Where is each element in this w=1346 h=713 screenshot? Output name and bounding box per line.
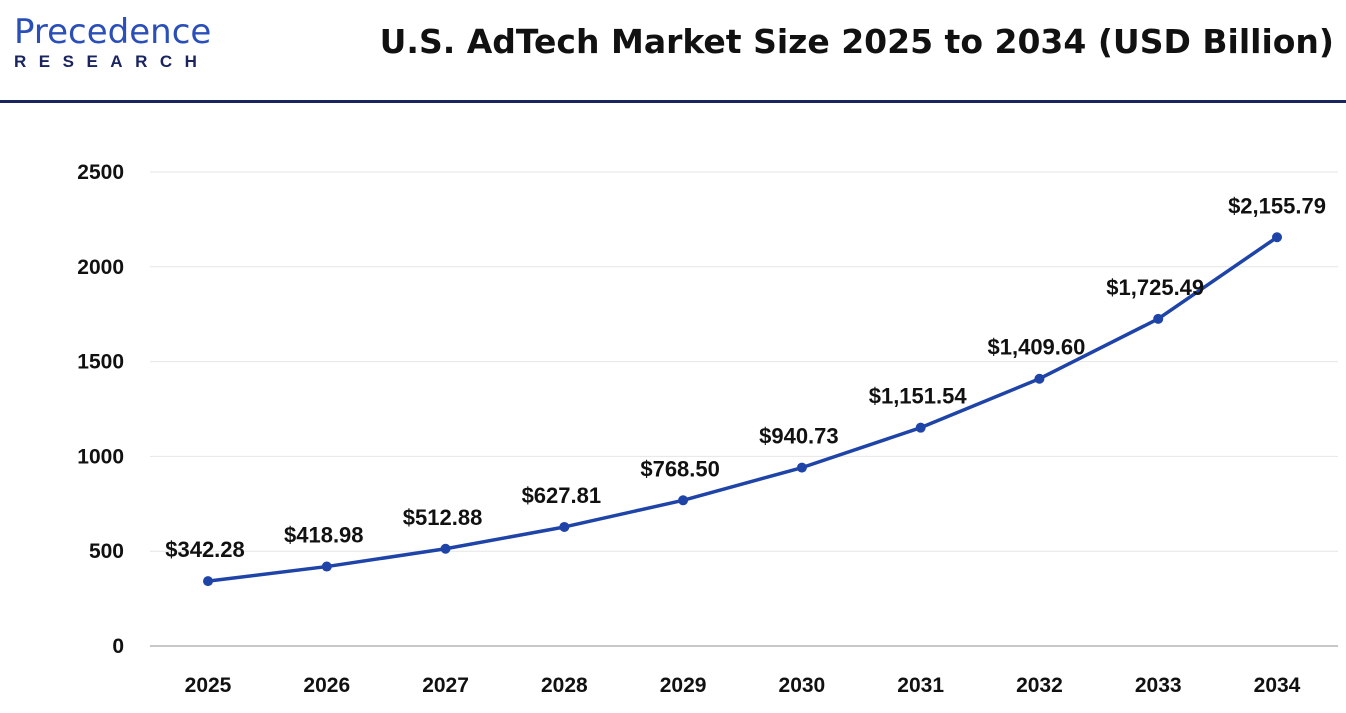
logo-sub: RESEARCH <box>14 52 210 71</box>
y-tick-label: 2500 <box>77 161 124 184</box>
x-tick-label: 2033 <box>1135 674 1182 697</box>
data-point <box>440 543 451 554</box>
logo-main: Precedence <box>14 12 212 52</box>
data-label: $1,409.60 <box>988 335 1086 360</box>
data-label: $1,151.54 <box>869 384 968 409</box>
data-label: $2,155.79 <box>1228 193 1326 218</box>
data-point <box>796 462 807 473</box>
y-tick-label: 500 <box>89 540 124 563</box>
x-tick-label: 2030 <box>779 674 826 697</box>
series-line <box>207 235 1278 583</box>
data-point <box>1034 373 1045 384</box>
chart-title: U.S. AdTech Market Size 2025 to 2034 (US… <box>379 22 1334 61</box>
data-label: $940.73 <box>759 424 839 449</box>
data-label: $627.81 <box>522 483 602 508</box>
x-tick-label: 2029 <box>660 674 707 697</box>
logo: Precedence RESEARCH <box>14 14 211 72</box>
x-tick-label: 2031 <box>897 674 944 697</box>
x-tick-label: 2025 <box>185 674 232 697</box>
data-point <box>1272 232 1282 243</box>
data-point <box>1153 313 1164 324</box>
data-label: $512.88 <box>403 505 483 530</box>
y-tick-label: 1000 <box>77 445 124 468</box>
x-tick-label: 2034 <box>1254 674 1301 697</box>
data-point <box>678 495 689 506</box>
y-tick-label: 2000 <box>77 256 124 279</box>
data-label: $1,725.49 <box>1106 275 1204 300</box>
data-label: $768.50 <box>640 456 720 481</box>
y-tick-label: 1500 <box>77 351 124 374</box>
data-point <box>203 576 213 587</box>
x-tick-label: 2032 <box>1016 674 1063 697</box>
data-point <box>915 422 926 433</box>
data-label: $418.98 <box>284 523 364 548</box>
data-point <box>321 561 332 572</box>
x-tick-label: 2026 <box>303 674 350 697</box>
x-tick-label: 2027 <box>422 674 469 697</box>
y-tick-label: 0 <box>112 635 124 658</box>
header-divider <box>0 100 1346 103</box>
data-point <box>559 521 570 532</box>
data-label: $342.28 <box>165 537 245 562</box>
x-tick-label: 2028 <box>541 674 588 697</box>
